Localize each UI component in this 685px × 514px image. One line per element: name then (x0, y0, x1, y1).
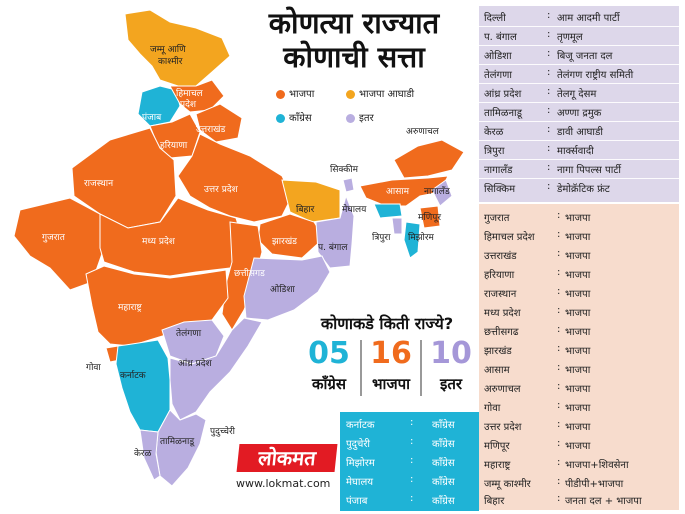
legend-item-congress: काँग्रेस (276, 110, 312, 124)
region-nagaland (431, 179, 453, 207)
region-tripura (391, 217, 403, 235)
region-himachal (169, 79, 225, 113)
label-tn: तामिळनाडू (160, 435, 195, 447)
count-question: कोणाकडे किती राज्ये? (320, 314, 454, 333)
legend-label: इतर (359, 113, 374, 124)
label-hr: हरियाणा (160, 139, 188, 151)
label-py: पुदुच्चेरी (210, 425, 236, 437)
label-kl: केरळ (134, 447, 152, 459)
legend-label: भाजपा आघाडी (359, 89, 415, 100)
table-row: मेघालय: काँग्रेस (346, 474, 455, 488)
label-ar: अरुणाचल (406, 127, 440, 137)
label-br: बिहार (296, 203, 315, 215)
region-uttarakhand (195, 103, 243, 143)
region-telangana (161, 319, 225, 365)
table-row: पंजाब: काँग्रेस (346, 493, 455, 507)
others-table: दिल्ली: आम आदमी पार्टी प. बंगाल: तृणमूल ओड… (479, 6, 679, 202)
label-ml: मेघालय (342, 203, 367, 215)
title-line-1: कोणत्या राज्यात (268, 6, 440, 40)
lokmat-url[interactable]: www.lokmat.com (236, 477, 331, 490)
count-bjp-value: 16 (370, 336, 412, 371)
legend-swatch-icon (346, 89, 355, 99)
legend-item-bjp: भाजपा (276, 86, 314, 100)
label-sk: सिक्कीम (330, 163, 359, 175)
region-meghalaya (373, 203, 403, 219)
region-rajasthan (71, 127, 177, 229)
region-sikkim (342, 177, 355, 193)
bjp-table: गुजरात: भाजपा हिमाचल प्रदेश: भाजपा उत्तराख… (479, 204, 679, 510)
label-mh: महाराष्ट्र (118, 303, 143, 313)
label-rj: राजस्थान (84, 179, 114, 189)
label-ap: आंध्र प्रदेश (178, 357, 212, 369)
label-nl: नागालँड (424, 185, 450, 197)
region-andhra-pradesh (169, 317, 263, 421)
row-divider (479, 102, 679, 103)
count-bjp-label: भाजपा (372, 375, 410, 393)
legend-swatch-icon (346, 113, 355, 123)
table-row: पुदुचेरी: काँग्रेस (346, 436, 455, 450)
label-od: ओडिशा (270, 283, 295, 295)
legend-swatch-icon (276, 113, 285, 123)
label-hp2: प्रदेश (180, 98, 197, 110)
row-divider (479, 121, 679, 122)
label-jh: झारखंड (272, 236, 297, 247)
label-uk: उत्तराखंड (196, 124, 226, 135)
region-chhattisgarh (221, 221, 263, 331)
label-hp: हिमाचल (176, 87, 204, 99)
count-divider (360, 340, 362, 396)
region-tamil-nadu (155, 409, 207, 487)
region-mizoram (403, 221, 421, 259)
count-divider (420, 340, 422, 396)
region-odisha (243, 255, 331, 321)
label-mp: मध्य प्रदेश (142, 235, 176, 247)
row-divider (479, 26, 679, 27)
row-divider (479, 64, 679, 65)
map-title: कोणत्या राज्यात कोणाची सत्ता (236, 6, 472, 74)
region-punjab (137, 85, 181, 127)
region-jammu-kashmir (124, 9, 231, 87)
label-cg: छत्तीसगड (234, 267, 265, 279)
label-goa: गोवा (86, 361, 101, 373)
legend-item-bjp-alliance: भाजपा आघाडी (346, 86, 414, 100)
label-pb: पंजाब (142, 112, 162, 123)
row-divider (479, 83, 679, 84)
label-mz: मिझोरम (408, 231, 435, 243)
region-manipur (419, 205, 441, 229)
lokmat-logo: लोकमत (236, 444, 338, 472)
congress-table: कर्नाटक: काँग्रेस पुदुचेरी: काँग्रेस मिझोर… (340, 412, 479, 511)
count-congress-value: 05 (308, 336, 350, 371)
row-divider (479, 178, 679, 179)
table-row: कर्नाटक: काँग्रेस (346, 417, 455, 431)
row-divider (479, 159, 679, 160)
row-divider (479, 140, 679, 141)
label-tr: त्रिपुरा (372, 231, 391, 243)
region-assam (359, 175, 449, 207)
count-others-value: 10 (430, 336, 472, 371)
region-kerala (139, 429, 161, 481)
label-mn: मणिपूर (418, 211, 441, 223)
label-gj: गुजरात (42, 233, 66, 243)
count-congress-label: काँग्रेस (311, 375, 346, 393)
label-up: उत्तर प्रदेश (204, 183, 239, 195)
legend-label: काँग्रेस (289, 113, 312, 124)
label-jk2: काश्मीर (158, 55, 183, 67)
label-tg: तेलंगणा (176, 327, 202, 339)
table-row: मिझोरम: काँग्रेस (346, 455, 455, 469)
label-as: आसाम (386, 187, 410, 197)
legend-item-others: इतर (346, 110, 374, 124)
india-map: जम्मू आणि काश्मीर हिमाचल प्रदेश पंजाब उत… (13, 9, 465, 487)
label-ka: कर्नाटक (120, 369, 147, 381)
label-wb: प. बंगाल (318, 242, 348, 253)
legend-swatch-icon (276, 89, 285, 99)
count-others-label: इतर (439, 375, 463, 393)
row-divider (479, 45, 679, 46)
region-gujarat (13, 197, 105, 291)
title-line-2: कोणाची सत्ता (283, 40, 425, 74)
legend-label: भाजपा (289, 89, 315, 100)
label-jk: जम्मू आणि (150, 43, 186, 55)
region-uttar-pradesh (177, 133, 293, 223)
region-arunachal (393, 139, 465, 179)
region-karnataka (115, 339, 171, 433)
